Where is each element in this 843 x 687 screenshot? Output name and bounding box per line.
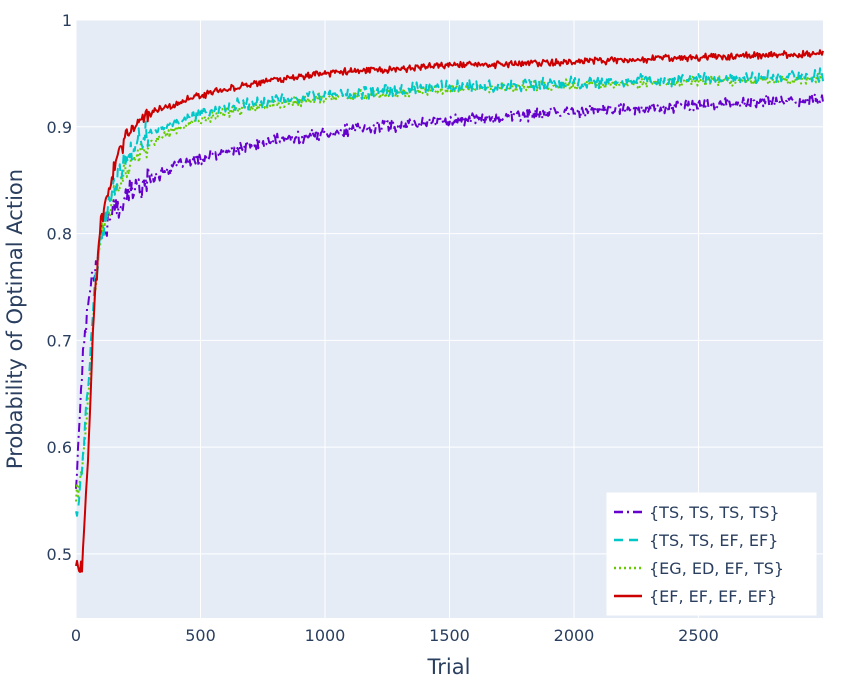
series-line-ts-ts-ts-ts: [75, 92, 824, 489]
legend-box: [606, 492, 817, 616]
grid: [75, 19, 823, 618]
legend-label-ef-ef-ef-ef: {EF, EF, EF, EF}: [649, 587, 777, 606]
x-tick-label: 500: [185, 626, 216, 645]
y-tick-label: 0.8: [47, 225, 72, 244]
y-tick-label: 0.6: [47, 438, 72, 457]
legend-label-eg-ed-ef-ts: {EG, ED, EF, TS}: [649, 559, 784, 578]
legend-label-ts-ts-ef-ef: {TS, TS, EF, EF}: [649, 531, 778, 550]
x-tick-label: 1000: [305, 626, 346, 645]
x-tick-label: 0: [71, 626, 81, 645]
series-line-ts-ts-ef-ef: [75, 67, 824, 517]
x-tick-label: 2500: [678, 626, 719, 645]
x-tick-label: 1500: [429, 626, 470, 645]
y-tick-label: 0.7: [47, 331, 72, 350]
y-tick-label: 0.9: [47, 118, 72, 137]
x-tick-label: 2000: [554, 626, 595, 645]
series-line-ef-ef-ef-ef: [75, 49, 824, 573]
series-line-eg-ed-ef-ts: [75, 72, 824, 502]
x-axis-title: Trial: [427, 655, 471, 679]
legend: {TS, TS, TS, TS} {TS, TS, EF, EF} {EG, E…: [606, 492, 817, 616]
y-axis-title: Probability of Optimal Action: [3, 169, 27, 469]
y-tick-label: 1: [62, 11, 72, 30]
tick-labels: 0 500 1000 1500 2000 2500 0.5 0.6 0.7 0.8 0.9 1: [47, 11, 719, 645]
series-lines: [75, 49, 824, 573]
y-tick-label: 0.5: [47, 545, 72, 564]
legend-label-ts-ts-ts-ts: {TS, TS, TS, TS}: [649, 503, 780, 522]
